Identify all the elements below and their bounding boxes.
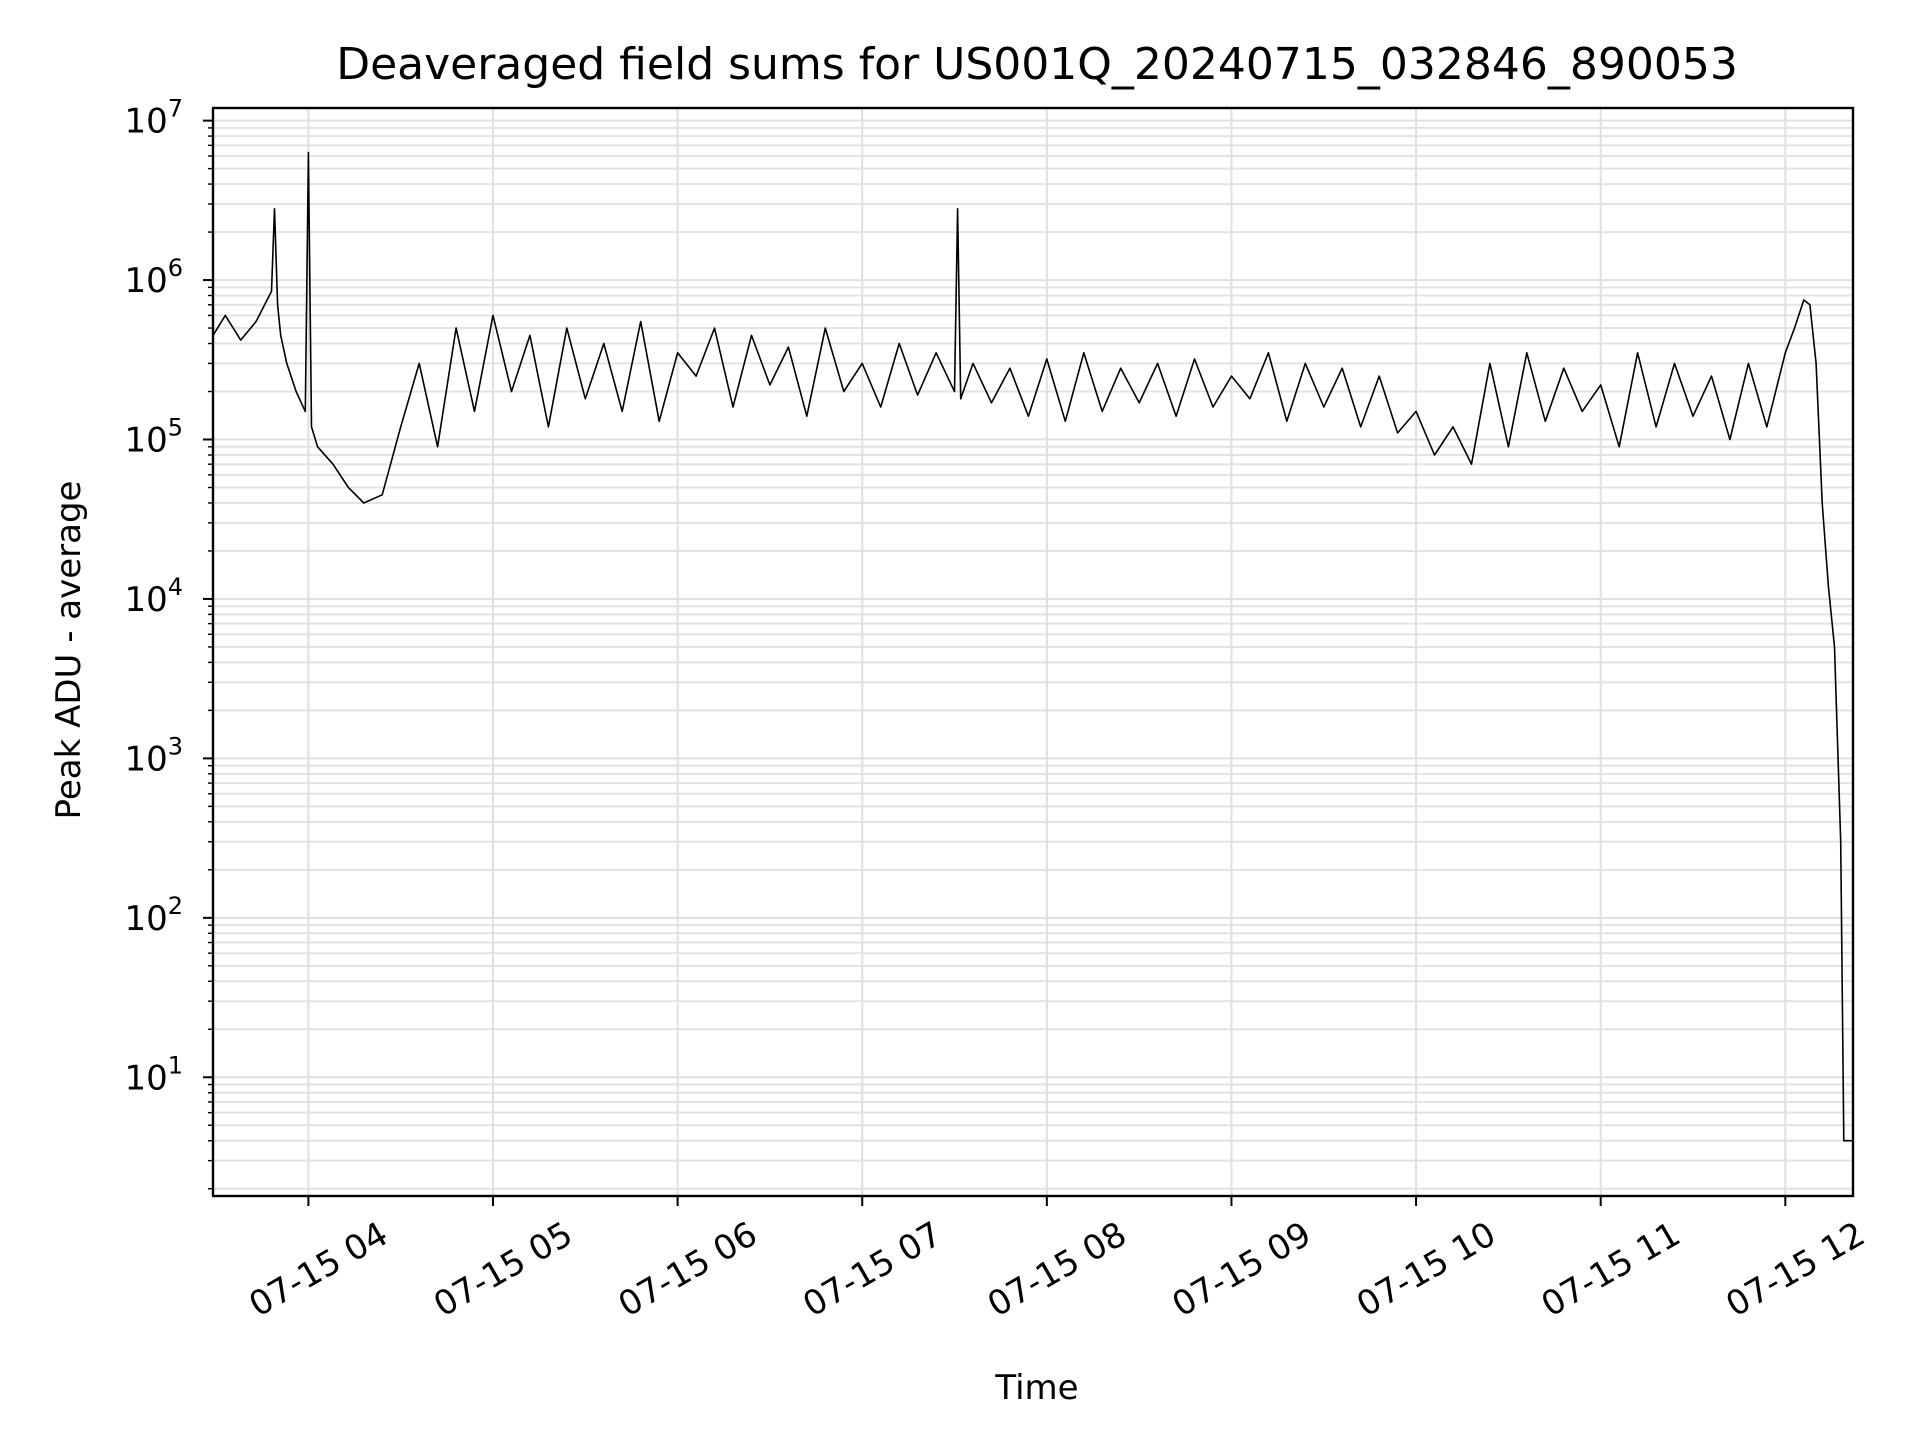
plot-area xyxy=(212,151,1853,1142)
x-tick-label: 07-15 04 xyxy=(242,1214,394,1325)
y-tick-label: 103 xyxy=(124,732,183,779)
series-line xyxy=(212,151,1853,1142)
grid xyxy=(213,108,1853,1196)
x-tick-label: 07-15 11 xyxy=(1535,1214,1687,1325)
y-tick-label: 102 xyxy=(124,892,183,939)
y-tick-label: 101 xyxy=(124,1051,183,1098)
y-axis-label: Peak ADU - average xyxy=(49,481,89,820)
y-tick-label: 106 xyxy=(124,254,183,301)
x-tick-label: 07-15 07 xyxy=(796,1214,948,1325)
x-tick-label: 07-15 12 xyxy=(1719,1214,1871,1325)
chart-title: Deaveraged field sums for US001Q_2024071… xyxy=(336,39,1738,90)
y-tick-label: 104 xyxy=(124,573,183,620)
x-tick-label: 07-15 08 xyxy=(981,1214,1133,1325)
y-tick-label: 105 xyxy=(124,414,183,461)
x-tick-label: 07-15 09 xyxy=(1166,1214,1318,1325)
x-tick-label: 07-15 06 xyxy=(612,1214,764,1325)
x-tick-label: 07-15 10 xyxy=(1350,1214,1502,1325)
plot-frame xyxy=(211,106,1855,1198)
x-tick-label: 07-15 05 xyxy=(427,1214,579,1325)
y-tick-label: 107 xyxy=(124,95,183,142)
x-axis-label: Time xyxy=(994,1368,1078,1408)
